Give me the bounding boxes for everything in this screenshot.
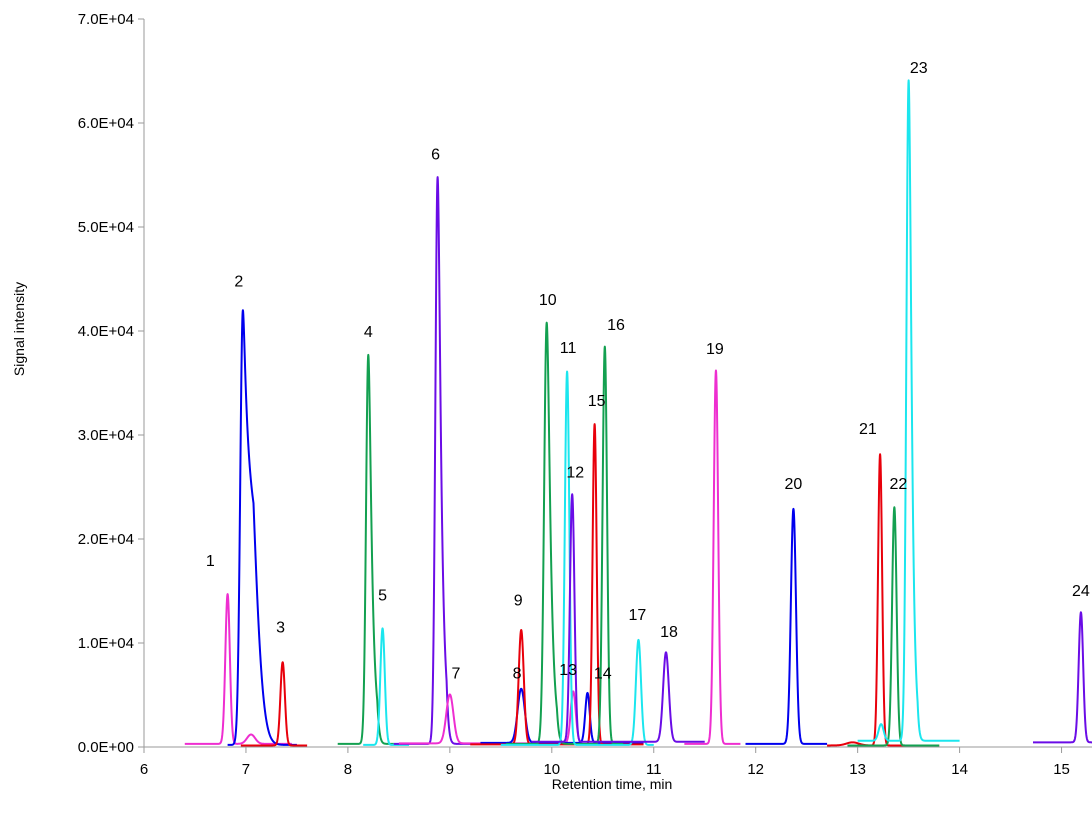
- peak-label-5: 5: [378, 587, 387, 604]
- trace-series-11: [500, 370, 655, 746]
- trace-series-9: [469, 423, 645, 746]
- x-tick-label: 15: [1053, 761, 1070, 778]
- peak-label-8: 8: [513, 665, 522, 682]
- peak-label-23: 23: [910, 60, 928, 77]
- y-tick-label: 3.0E+04: [78, 427, 134, 444]
- peak-label-13: 13: [559, 662, 577, 679]
- peak-label-6: 6: [431, 146, 440, 163]
- x-tick-label: 9: [446, 761, 454, 778]
- peak-label-4: 4: [364, 324, 373, 341]
- peak-label-7: 7: [452, 665, 461, 682]
- y-tick-label: 4.0E+04: [78, 323, 134, 340]
- peak-label-16: 16: [607, 317, 625, 334]
- peak-label-15: 15: [588, 393, 606, 410]
- trace-series-18: [1032, 611, 1092, 744]
- chromatogram-traces: [183, 79, 1092, 747]
- trace-series-5: [362, 627, 410, 746]
- x-tick-label: 7: [242, 761, 250, 778]
- peak-label-14: 14: [594, 665, 612, 682]
- y-tick-label: 0.0E+00: [78, 739, 134, 756]
- peak-label-3: 3: [276, 620, 285, 637]
- trace-series-4: [336, 353, 395, 745]
- x-tick-label: 6: [140, 761, 148, 778]
- peak-label-11: 11: [560, 340, 577, 357]
- peak-label-18: 18: [660, 624, 678, 641]
- peak-label-20: 20: [785, 476, 803, 493]
- x-tick-label: 11: [646, 761, 662, 778]
- peak-label-12: 12: [566, 465, 584, 482]
- peak-label-17: 17: [629, 607, 647, 624]
- y-tick-label: 2.0E+04: [78, 531, 134, 548]
- trace-series-2: [226, 309, 298, 746]
- peak-label-1: 1: [206, 553, 215, 570]
- y-tick-label: 1.0E+04: [78, 635, 134, 652]
- trace-series-17: [856, 79, 961, 742]
- trace-series-7: [398, 690, 584, 745]
- peak-label-2: 2: [234, 273, 243, 290]
- trace-series-10: [505, 321, 624, 745]
- y-tick-label: 6.0E+04: [78, 115, 134, 132]
- peak-label-22: 22: [890, 476, 908, 493]
- axes: [143, 19, 1092, 748]
- trace-series-14: [744, 507, 828, 745]
- trace-series-13: [683, 369, 742, 745]
- peak-label-9: 9: [514, 593, 523, 610]
- x-axis-title: Retention time, min: [552, 776, 673, 792]
- peak-label-10: 10: [539, 292, 557, 309]
- y-tick-label: 7.0E+04: [78, 11, 134, 28]
- trace-series-12: [530, 493, 706, 743]
- trace-series-6: [392, 176, 477, 745]
- peak-label-24: 24: [1072, 583, 1090, 600]
- trace-series-15: [826, 453, 941, 747]
- x-tick-label: 12: [747, 761, 764, 778]
- x-tick-label: 8: [344, 761, 352, 778]
- trace-series-3: [240, 661, 308, 747]
- y-axis-title: Signal intensity: [11, 282, 27, 376]
- x-tick-label: 10: [543, 761, 560, 778]
- peak-label-19: 19: [706, 341, 724, 358]
- peak-label-21: 21: [859, 421, 877, 438]
- x-tick-label: 13: [849, 761, 866, 778]
- y-axis-ticks: 0.0E+00 1.0E+04 2.0E+04 3.0E+04 4.0E+04 5.0E+…: [78, 11, 144, 756]
- trace-series-1: [183, 593, 293, 745]
- y-tick-label: 5.0E+04: [78, 219, 134, 236]
- x-tick-label: 14: [951, 761, 968, 778]
- trace-series-16: [846, 506, 941, 747]
- x-axis-ticks: 6 7 8 9 10 11 12 13 14 15: [140, 747, 1070, 778]
